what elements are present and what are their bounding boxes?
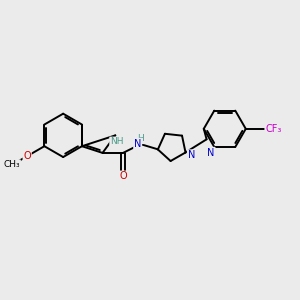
Text: O: O [23, 151, 31, 161]
Text: N: N [188, 150, 195, 160]
Text: H: H [137, 134, 144, 143]
Text: NH: NH [110, 137, 124, 146]
Text: CH₃: CH₃ [4, 160, 20, 169]
Text: O: O [119, 171, 127, 181]
Text: N: N [134, 139, 141, 148]
Text: N: N [207, 148, 215, 158]
Text: CF₃: CF₃ [266, 124, 282, 134]
